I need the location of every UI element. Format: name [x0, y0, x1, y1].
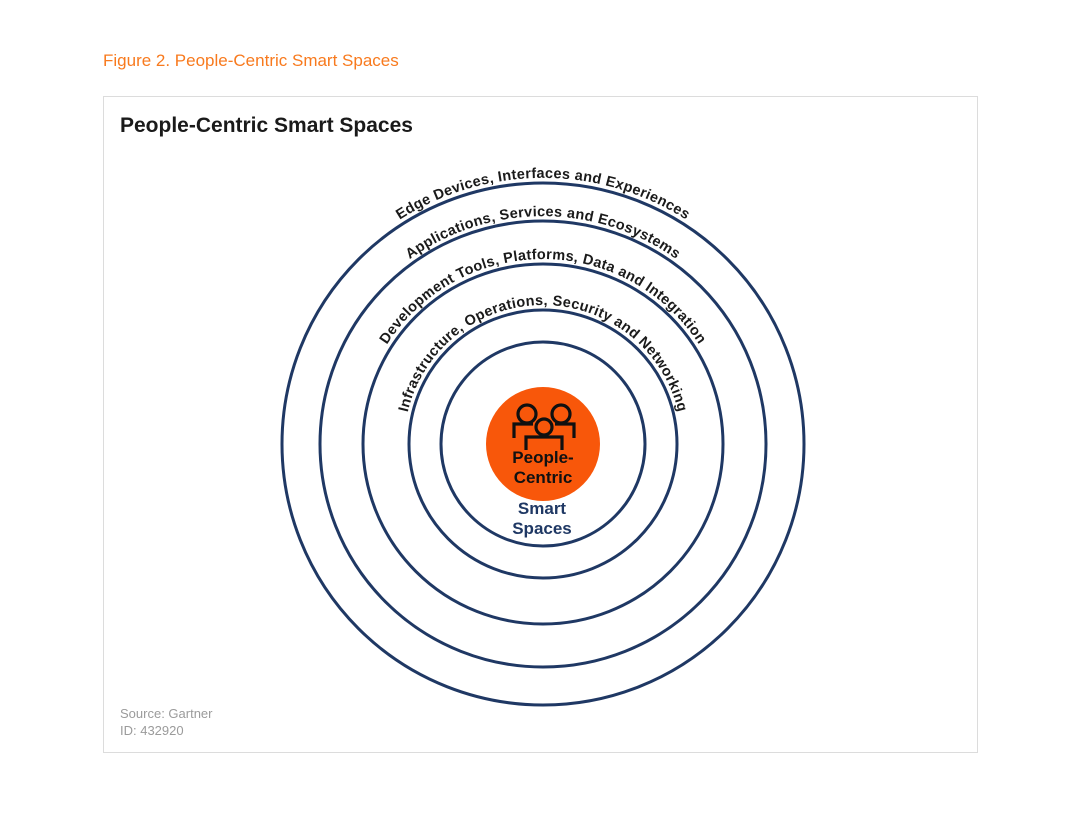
smart-spaces-label-line2: Spaces: [512, 519, 572, 538]
panel-title: People-Centric Smart Spaces: [120, 114, 413, 137]
ring-circle-development-tools: [361, 262, 725, 626]
source-line: Source: Gartner: [120, 706, 213, 721]
figure-caption: Figure 2. People-Centric Smart Spaces: [103, 51, 399, 70]
center-label-line1: People-: [512, 448, 573, 467]
ring-circle-edge-devices: [280, 181, 806, 707]
figure-panel: Edge Devices, Interfaces and Experiences…: [103, 96, 978, 753]
smart-spaces-label-line1: Smart: [518, 499, 567, 518]
center-label-line2: Centric: [514, 468, 573, 487]
id-line: ID: 432920: [120, 723, 184, 738]
people-group-icon: [512, 403, 576, 450]
center-circle: [486, 387, 600, 501]
ring-circle-applications: [318, 219, 768, 669]
ring-circle-innermost: [439, 340, 647, 548]
source-note: Source: Gartner ID: 432920: [120, 705, 213, 739]
concentric-rings-diagram: Edge Devices, Interfaces and Experiences…: [280, 166, 806, 707]
ring-circle-infrastructure: [407, 308, 679, 580]
